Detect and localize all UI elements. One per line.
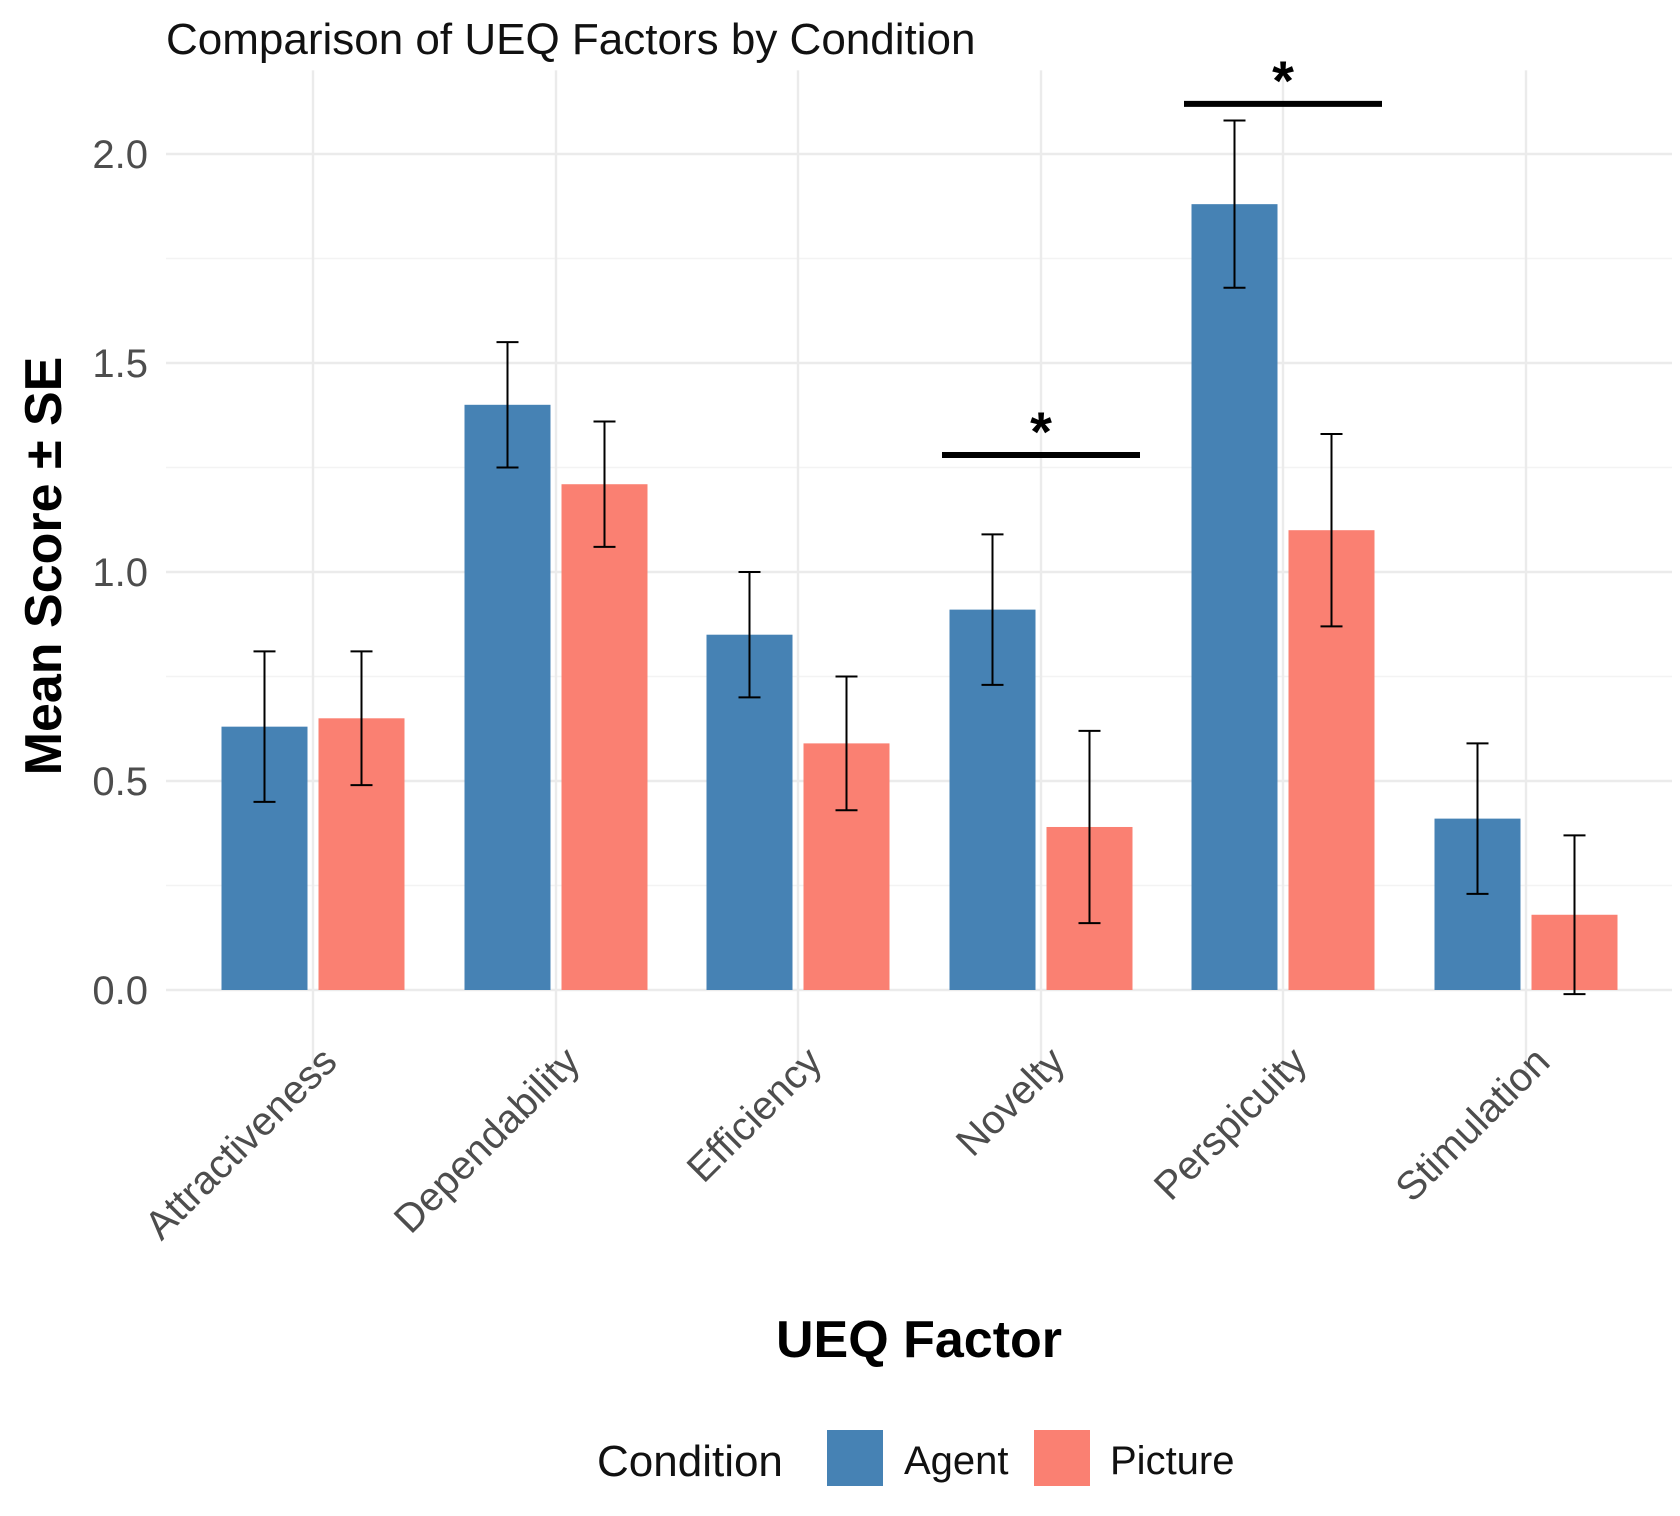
x-tick-label-perspicuity: Perspicuity [1146, 1039, 1315, 1208]
error-bar-agent-stimulation [1466, 742, 1489, 895]
significance-annotations: ** [942, 49, 1382, 463]
error-bar-agent-perspicuity [1223, 119, 1246, 289]
error-bar-picture-dependability [593, 420, 616, 548]
chart-title: Comparison of UEQ Factors by Condition [166, 15, 975, 64]
legend-title: Condition [597, 1437, 783, 1486]
x-axis-title: UEQ Factor [776, 1311, 1062, 1369]
x-tick-label-efficiency: Efficiency [679, 1039, 831, 1191]
legend: Condition Agent Picture [597, 1430, 1235, 1486]
x-tick-label-stimulation: Stimulation [1387, 1039, 1558, 1210]
x-tick-label-novelty: Novelty [948, 1039, 1073, 1164]
error-bar-picture-attractiveness [350, 650, 373, 787]
x-axis-ticks: Attractiveness Dependability Efficiency Nov… [137, 1039, 1559, 1248]
error-bar-agent-efficiency [738, 571, 761, 699]
y-tick-label: 0.0 [92, 969, 148, 1013]
error-bar-agent-dependability [496, 341, 519, 469]
legend-label-picture: Picture [1110, 1439, 1235, 1483]
error-bar-agent-attractiveness [253, 650, 276, 803]
bar-picture-dependability [561, 484, 648, 990]
error-bars [253, 119, 1586, 996]
bars [221, 204, 1618, 990]
legend-swatch-agent [827, 1430, 883, 1486]
x-tick-label-attractiveness: Attractiveness [137, 1039, 346, 1248]
bar-agent-perspicuity [1191, 204, 1278, 990]
x-tick-label-dependability: Dependability [386, 1039, 589, 1242]
grid-lines [166, 70, 1672, 1072]
y-tick-label: 1.0 [92, 551, 148, 595]
significance-marker-novelty: * [1030, 400, 1052, 463]
error-bar-agent-novelty [981, 533, 1004, 686]
legend-label-agent: Agent [904, 1439, 1009, 1483]
y-tick-label: 0.5 [92, 760, 148, 804]
y-axis-title: Mean Score ± SE [15, 357, 73, 776]
error-bar-picture-efficiency [835, 675, 858, 812]
error-bar-picture-novelty [1078, 729, 1101, 925]
y-tick-label: 2.0 [92, 133, 148, 177]
y-axis-ticks: 0.0 0.5 1.0 1.5 2.0 [92, 133, 148, 1013]
significance-marker-perspicuity: * [1272, 49, 1294, 112]
bar-agent-dependability [464, 404, 551, 990]
error-bar-picture-perspicuity [1320, 433, 1343, 628]
legend-swatch-picture [1034, 1430, 1090, 1486]
y-tick-label: 1.5 [92, 342, 148, 386]
error-bar-picture-stimulation [1563, 834, 1586, 996]
